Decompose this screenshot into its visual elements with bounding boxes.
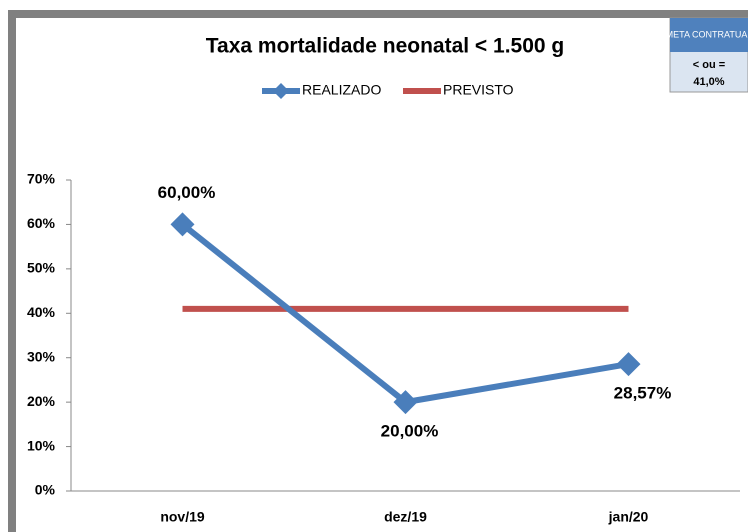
y-tick-label: 50% [27,260,56,276]
badge-header [670,18,748,52]
x-tick-label: jan/20 [608,509,649,525]
point-marker [616,352,641,377]
y-tick-label: 40% [27,304,56,320]
badge: META CONTRATUAL < ou = 41,0% [666,17,748,93]
point-marker [393,390,418,415]
x-tick-label: dez/19 [384,509,427,525]
legend-marker [273,83,289,99]
data-label: 60,00% [158,183,216,202]
data-label: 28,57% [614,384,672,403]
y-tick-label: 60% [27,215,56,231]
y-tick-label: 20% [27,393,56,409]
chart-area [16,18,748,532]
data-label: 20,00% [381,422,439,441]
badge-text: < ou = [693,59,725,71]
badge-title: META CONTRATUAL [666,29,748,39]
chart-title: Taxa mortalidade neonatal < 1.500 g [206,35,565,58]
legend-label: REALIZADO [302,82,381,98]
badge-text: 41,0% [693,76,724,88]
y-tick-label: 70% [27,171,56,187]
y-tick-label: 30% [27,348,56,364]
y-tick-label: 0% [35,482,56,498]
x-tick-label: nov/19 [160,509,205,525]
point-marker [170,212,195,237]
y-tick-label: 10% [27,437,56,453]
legend-label: PREVISTO [443,82,514,98]
